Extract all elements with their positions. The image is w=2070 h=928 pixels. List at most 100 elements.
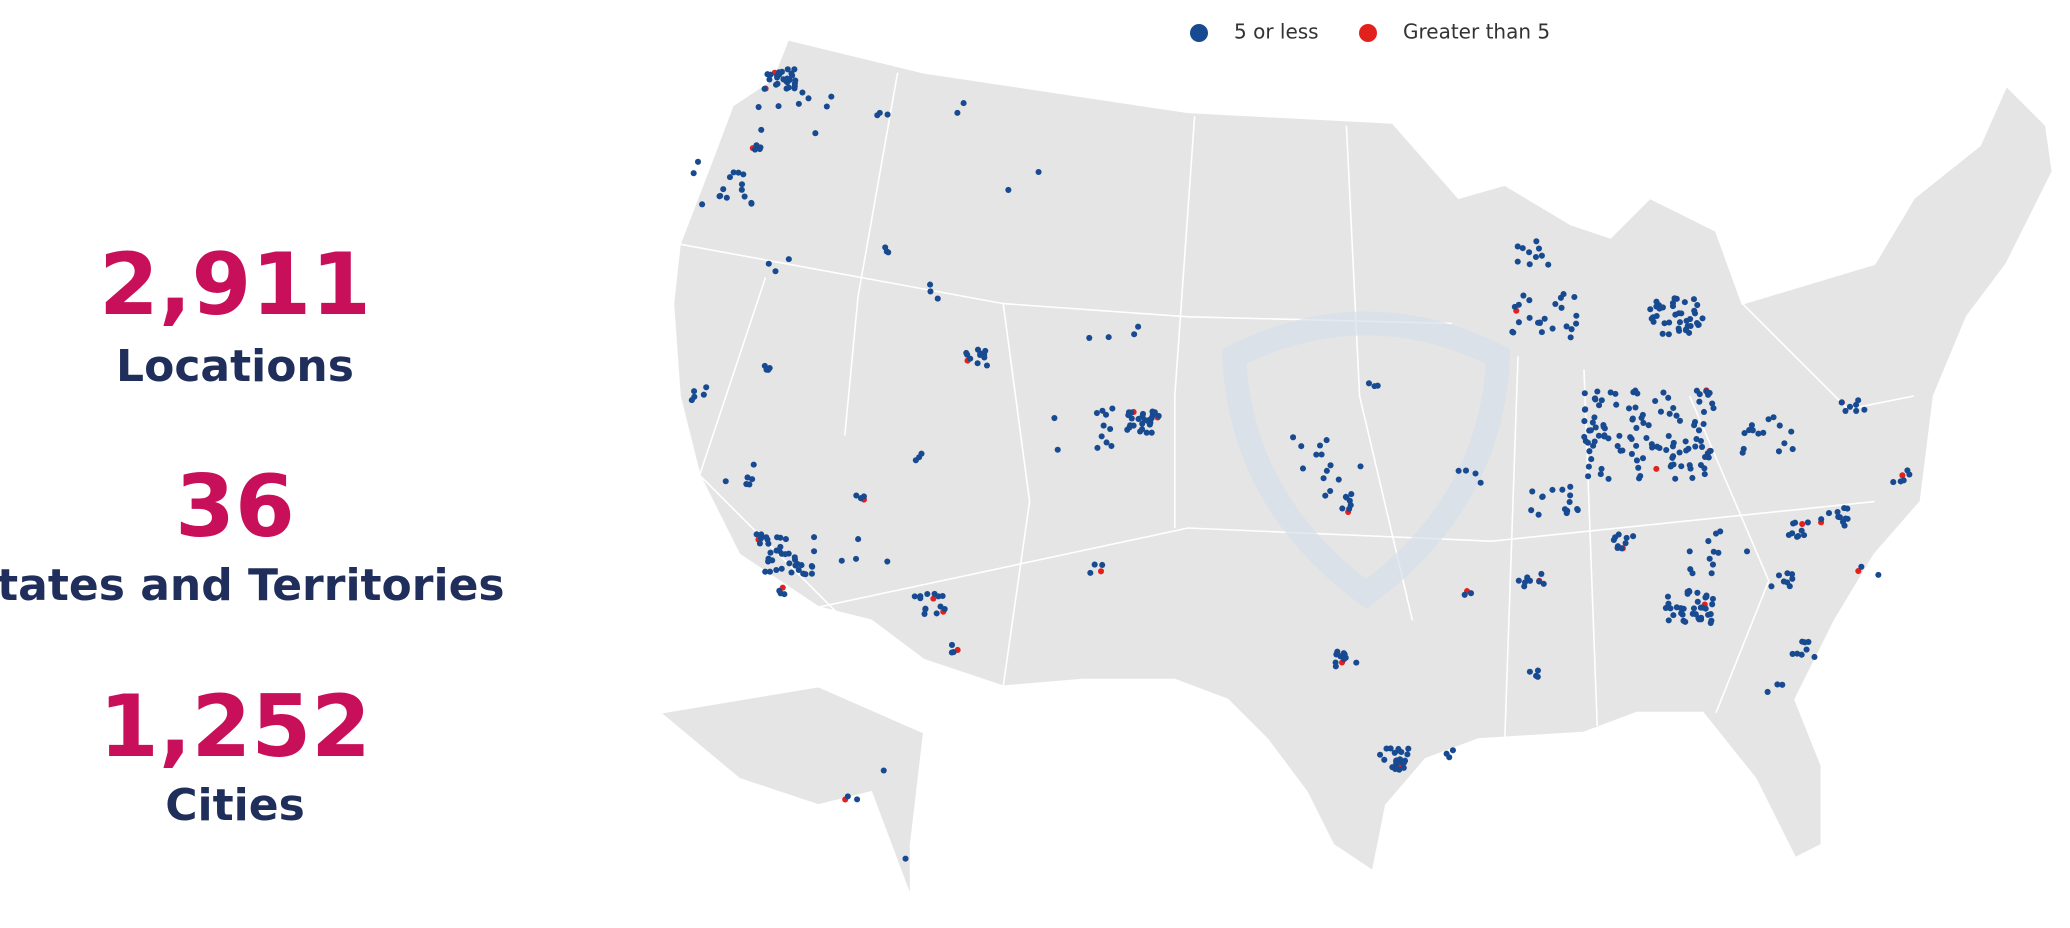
location-dots — [688, 66, 1913, 862]
location-dot — [767, 549, 774, 556]
location-dot — [1103, 439, 1110, 446]
location-dot — [1535, 511, 1542, 518]
location-dot — [1535, 245, 1543, 252]
location-dot — [1789, 446, 1796, 453]
location-dot — [1702, 453, 1709, 461]
stat-label: States and Territories — [0, 560, 505, 611]
location-dot — [799, 89, 806, 96]
location-dot — [1666, 410, 1673, 417]
location-dot — [1673, 604, 1680, 611]
location-dot — [1526, 314, 1533, 321]
location-dot — [1748, 422, 1755, 429]
location-dot — [1749, 427, 1756, 434]
location-dot — [1660, 389, 1667, 396]
location-dot — [1374, 382, 1381, 389]
location-dot — [1709, 595, 1716, 602]
location-dot — [1855, 567, 1862, 575]
location-dot — [1710, 548, 1717, 555]
location-dot — [1567, 483, 1574, 490]
location-dot — [1622, 540, 1629, 547]
location-dot — [1682, 618, 1689, 625]
location-dot — [1600, 423, 1607, 430]
location-dot — [828, 93, 835, 100]
location-dot — [749, 476, 756, 483]
location-dot — [1673, 412, 1680, 419]
location-dot — [1770, 414, 1777, 421]
location-dot — [782, 536, 789, 543]
location-dot — [1538, 570, 1545, 577]
location-dot — [1801, 532, 1808, 539]
location-dot — [1715, 549, 1722, 556]
location-dot — [700, 391, 707, 398]
location-dot — [1054, 446, 1061, 453]
location-dot — [1689, 474, 1696, 482]
location-dot — [1333, 651, 1340, 658]
location-dot — [1665, 331, 1672, 338]
location-dot — [1405, 745, 1412, 752]
location-dot — [974, 346, 982, 353]
location-dot — [1789, 530, 1796, 537]
location-dot — [1765, 416, 1772, 423]
location-dot — [1581, 418, 1588, 425]
location-dot — [1597, 471, 1604, 478]
location-dot — [1890, 479, 1897, 486]
location-dot — [1598, 397, 1605, 404]
location-dot — [1568, 326, 1575, 333]
location-dot — [1327, 488, 1334, 495]
location-dot — [1842, 515, 1849, 522]
location-dot — [1775, 448, 1782, 455]
location-dot — [1648, 441, 1655, 448]
location-dot — [1585, 463, 1592, 470]
location-dot — [1629, 416, 1636, 423]
location-dot — [1788, 428, 1795, 435]
location-dot — [1086, 334, 1093, 341]
location-dot — [1692, 443, 1699, 450]
location-dot — [1346, 505, 1353, 512]
location-dot — [783, 85, 790, 92]
location-dot — [773, 566, 780, 574]
location-dot — [1472, 470, 1479, 477]
location-dot — [1643, 434, 1650, 442]
location-dot — [1676, 449, 1683, 456]
location-dot — [1694, 589, 1701, 596]
location-dot — [808, 570, 815, 577]
location-dot — [882, 244, 889, 251]
location-dot — [1686, 548, 1693, 555]
location-dot — [1632, 404, 1639, 411]
location-dot — [1365, 380, 1373, 387]
location-dot — [1625, 405, 1633, 412]
location-dot — [1623, 534, 1630, 541]
location-dot — [1788, 571, 1796, 578]
location-dot — [1633, 457, 1640, 464]
location-dot — [1346, 497, 1353, 504]
location-dot — [927, 288, 934, 295]
location-dot — [1107, 425, 1114, 433]
watermark-shield — [1221, 311, 1511, 609]
location-dot — [967, 355, 974, 362]
location-dot — [1637, 472, 1644, 480]
location-dot — [1855, 397, 1862, 404]
location-dot — [1594, 388, 1601, 395]
location-dot — [1035, 168, 1042, 176]
location-dot — [1664, 593, 1671, 600]
location-dot — [1665, 600, 1672, 607]
location-dot — [917, 593, 924, 600]
location-dot — [1703, 592, 1710, 599]
location-dot — [722, 478, 729, 485]
location-dot — [1633, 424, 1640, 431]
location-dot — [1585, 473, 1592, 480]
location-dot — [1549, 486, 1556, 493]
location-dot — [1139, 410, 1147, 417]
location-dot — [1552, 300, 1559, 308]
location-dot — [1628, 450, 1635, 457]
location-dot — [1102, 411, 1110, 418]
location-dot — [730, 169, 737, 176]
location-dot — [854, 796, 861, 803]
location-dot — [1538, 329, 1545, 336]
location-dot — [735, 169, 742, 176]
location-dot — [1627, 434, 1634, 441]
location-dot — [808, 562, 815, 570]
location-dot — [1665, 617, 1672, 624]
location-dot — [1696, 398, 1703, 405]
location-dot — [1582, 406, 1589, 413]
